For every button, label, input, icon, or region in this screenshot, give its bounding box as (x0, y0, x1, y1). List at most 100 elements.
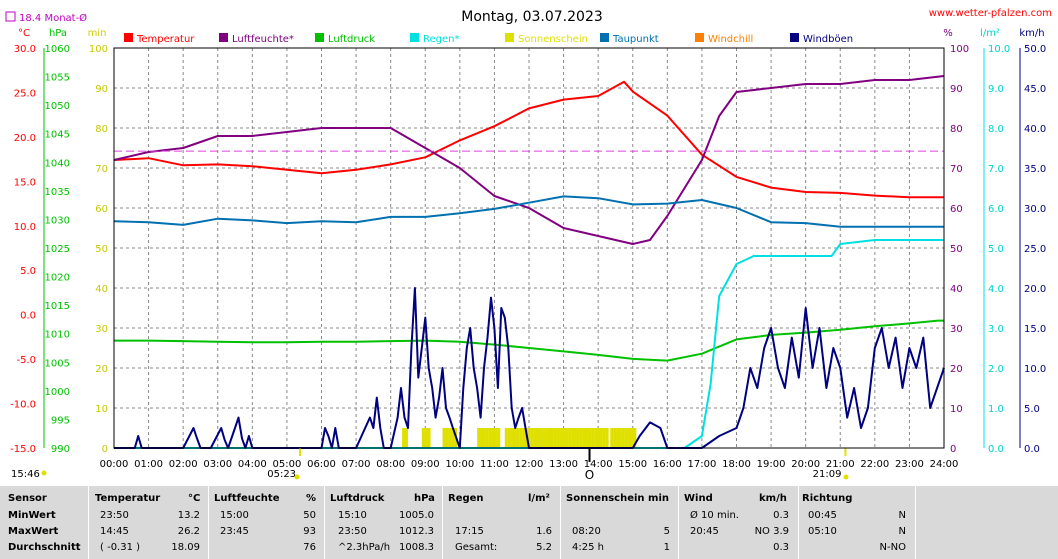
pressure-tick-label: 1035 (45, 187, 70, 198)
stats-cell-press-val: 1005.0 (399, 510, 434, 521)
series-line-luftdruck (114, 319, 944, 362)
minutes-unit-label: min (88, 28, 107, 39)
table-divider (88, 486, 89, 559)
legend-label: Regen* (423, 34, 460, 45)
time-tick-label: 23:00 (895, 459, 924, 470)
legend-item: Windböen (790, 33, 853, 45)
sunshine-bar (633, 428, 637, 448)
monthly-avg-icon (5, 11, 16, 22)
header-temperature-unit: °C (188, 493, 201, 504)
sunshine-bar (402, 428, 406, 448)
table-divider (798, 486, 799, 559)
legend-label: Temperatur (136, 34, 195, 45)
humidity-tick-label: 40 (950, 284, 963, 295)
header-wind-unit: km/h (759, 493, 787, 504)
axis-ticks: 30.0 25.0 20.0 15.0 10.0 5.0 0.0 -5.0 -10.0 -15.0… (10, 44, 1046, 470)
time-tick-label: 00:00 (100, 459, 129, 470)
legend-item: Taupunkt (600, 33, 659, 45)
stats-cell-hum-time: 23:45 (220, 526, 249, 537)
header-pressure: Luftdruck (330, 493, 385, 504)
pressure-unit-label: hPa (49, 28, 67, 39)
stats-cell-dir-time: 00:45 (808, 510, 837, 521)
header-humidity-unit: % (306, 493, 317, 504)
sunshine-bar (513, 428, 517, 448)
legend-swatch (315, 33, 324, 42)
time-tick-label: 19:00 (757, 459, 786, 470)
sunshine-bar (485, 428, 489, 448)
legend-label: Sonnenschein (518, 34, 588, 45)
sunshine-bar (545, 428, 549, 448)
time-tick-label: 13:00 (549, 459, 578, 470)
series-line-taupunkt (113, 195, 944, 228)
stats-cell-wind-val: NO 3.9 (754, 526, 789, 537)
stats-cell-sun-val: 5 (663, 526, 670, 537)
sunshine-bar (491, 428, 495, 448)
sunset-label: 21:09 (813, 469, 842, 480)
humidity-tick-label: 80 (950, 124, 963, 135)
pressure-tick-label: 995 (51, 415, 70, 426)
sunshine-bar (588, 428, 592, 448)
stats-cell-label: MaxWert (8, 526, 59, 537)
time-tick-label: 18:00 (722, 459, 751, 470)
humidity-tick-label: 60 (950, 204, 963, 215)
header-rain: Regen (448, 493, 484, 504)
wind-tick-label: 0.0 (1024, 444, 1040, 455)
sunshine-bar (599, 428, 603, 448)
chart-extras: 05:23 21:09 O 15:46 (11, 150, 944, 482)
stats-cell-press-time: ^2.3hPa/h (338, 542, 391, 553)
sunshine-bar (585, 428, 589, 448)
header-direction: Richtung (802, 493, 853, 504)
time-tick-label: 15:00 (618, 459, 647, 470)
stats-cell-rain-val: 1.6 (536, 526, 552, 537)
sunshine-bar (621, 428, 625, 448)
minutes-tick-label: 0 (102, 444, 108, 455)
humidity-tick-label: 100 (950, 44, 969, 55)
sunshine-bar (576, 428, 580, 448)
stats-cell-temp-time: ( -0.31 ) (100, 542, 141, 553)
sunshine-bar (597, 428, 601, 448)
table-divider (678, 486, 679, 559)
humidity-tick-label: 30 (950, 324, 963, 335)
stats-cell-label: MinWert (8, 510, 56, 521)
sunshine-bar (494, 428, 498, 448)
rain-tick-label: 10.0 (988, 44, 1010, 55)
minutes-tick-label: 100 (89, 44, 108, 55)
minutes-tick-label: 80 (95, 124, 108, 135)
legend-swatch (600, 33, 609, 42)
legend-item: Luftfeuchte* (219, 33, 294, 45)
website-label[interactable]: www.wetter-pfalzen.com (929, 8, 1052, 19)
sunshine-bar (630, 428, 634, 448)
temperature-unit-label: °C (18, 28, 30, 39)
sunshine-bar (488, 428, 492, 448)
table-divider (442, 486, 443, 559)
minutes-tick-label: 10 (95, 404, 108, 415)
humidity-tick-label: 70 (950, 164, 963, 175)
sunshine-bar (445, 428, 449, 448)
humidity-tick-label: 10 (950, 404, 963, 415)
sunshine-bar (522, 428, 526, 448)
sunshine-bar (602, 428, 606, 448)
header-pressure-unit: hPa (414, 493, 435, 504)
legend-swatch (219, 33, 228, 42)
sunshine-bar (548, 428, 552, 448)
sunshine-bar (510, 428, 514, 448)
pressure-tick-label: 1005 (45, 358, 70, 369)
temperature-tick-label: 15.0 (14, 177, 36, 188)
time-tick-label: 11:00 (480, 459, 509, 470)
series-line-regen (114, 239, 944, 449)
stats-cell-hum-val: 50 (303, 510, 316, 521)
stats-cell-dir-val: N-NO (879, 542, 906, 553)
sunshine-bar (591, 428, 595, 448)
sunrise-label: 05:23 (267, 469, 296, 480)
sunshine-bar (613, 428, 617, 448)
humidity-unit-label: % (943, 28, 953, 39)
minutes-tick-label: 40 (95, 284, 108, 295)
pressure-tick-label: 1030 (45, 215, 70, 226)
time-tick-label: 02:00 (169, 459, 198, 470)
sunshine-bar (565, 428, 569, 448)
header-wind: Wind (684, 493, 713, 504)
table-divider (915, 486, 916, 559)
stats-cell-rain-val: 5.2 (536, 542, 552, 553)
rain-tick-label: 8.0 (988, 124, 1004, 135)
table-divider (560, 486, 561, 559)
